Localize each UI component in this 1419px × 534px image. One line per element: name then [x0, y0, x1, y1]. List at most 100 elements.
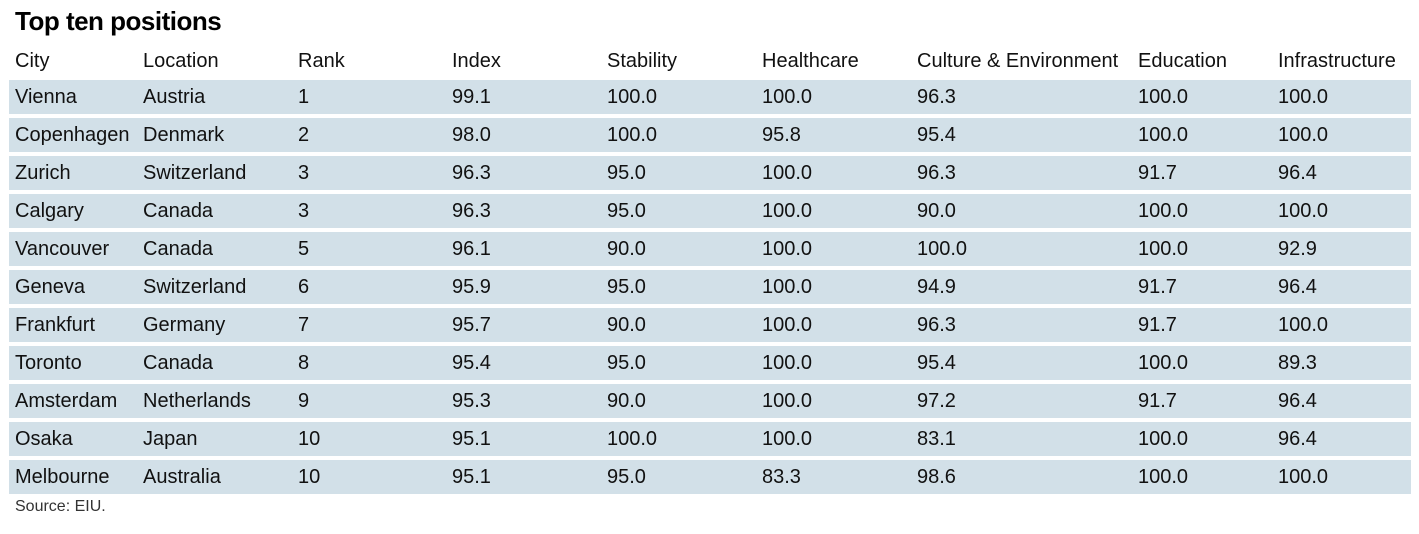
cell-culture-environment: 100.0 [911, 232, 1132, 266]
cell-education: 91.7 [1132, 270, 1272, 304]
column-header-healthcare: Healthcare [762, 49, 859, 72]
cell-infrastructure: 100.0 [1272, 308, 1411, 342]
column-header-culture-environment: Culture & Environment [917, 49, 1119, 72]
column-header-infrastructure: Infrastructure [1278, 49, 1396, 72]
cell-healthcare: 100.0 [756, 156, 911, 190]
cell-index: 95.7 [446, 308, 601, 342]
cell-location: Germany [137, 308, 292, 342]
cell-city: Copenhagen [9, 118, 137, 152]
cell-index: 95.1 [446, 422, 601, 456]
cell-location: Austria [137, 80, 292, 114]
table-body: Vienna Austria 1 99.1 100.0 100.0 96.3 100.0 100… [9, 80, 1411, 494]
cell-education: 100.0 [1132, 422, 1272, 456]
table-row: Melbourne Australia 10 95.1 95.0 83.3 98.6 100.… [9, 460, 1411, 494]
cell-rank: 8 [292, 346, 446, 380]
cell-infrastructure: 96.4 [1272, 270, 1411, 304]
cell-index: 96.1 [446, 232, 601, 266]
table-row: Copenhagen Denmark 2 98.0 100.0 95.8 95.4 100.0… [9, 118, 1411, 152]
column-header-location: Location [143, 49, 219, 72]
cell-infrastructure: 100.0 [1272, 194, 1411, 228]
cell-infrastructure: 100.0 [1272, 460, 1411, 494]
cell-stability: 95.0 [601, 156, 756, 190]
cell-education: 91.7 [1132, 156, 1272, 190]
cell-culture-environment: 95.4 [911, 118, 1132, 152]
cell-index: 99.1 [446, 80, 601, 114]
cell-infrastructure: 100.0 [1272, 118, 1411, 152]
cell-rank: 9 [292, 384, 446, 418]
cell-infrastructure: 100.0 [1272, 80, 1411, 114]
cell-city: Osaka [9, 422, 137, 456]
cell-location: Switzerland [137, 156, 292, 190]
table-row: Vienna Austria 1 99.1 100.0 100.0 96.3 100.0 100… [9, 80, 1411, 114]
column-header-stability: Stability [607, 49, 678, 72]
cell-culture-environment: 96.3 [911, 308, 1132, 342]
cell-index: 98.0 [446, 118, 601, 152]
cell-healthcare: 95.8 [756, 118, 911, 152]
table-row: Vancouver Canada 5 96.1 90.0 100.0 100.0 100.0 9… [9, 232, 1411, 266]
table-row: Geneva Switzerland 6 95.9 95.0 100.0 94.9 91.7 9… [9, 270, 1411, 304]
cell-healthcare: 100.0 [756, 384, 911, 418]
cell-index: 95.1 [446, 460, 601, 494]
cell-city: Melbourne [9, 460, 137, 494]
cell-index: 95.3 [446, 384, 601, 418]
source-note: Source: EIU. [15, 498, 106, 515]
cell-culture-environment: 95.4 [911, 346, 1132, 380]
cell-location: Canada [137, 232, 292, 266]
cell-index: 96.3 [446, 156, 601, 190]
cell-culture-environment: 97.2 [911, 384, 1132, 418]
cell-education: 100.0 [1132, 80, 1272, 114]
cell-rank: 7 [292, 308, 446, 342]
table-row: Osaka Japan 10 95.1 100.0 100.0 83.1 100.0 96.4 [9, 422, 1411, 456]
table-row: Toronto Canada 8 95.4 95.0 100.0 95.4 100.0 89.3 [9, 346, 1411, 380]
cell-stability: 100.0 [601, 80, 756, 114]
cell-index: 96.3 [446, 194, 601, 228]
column-header-index: Index [452, 49, 501, 72]
cell-education: 91.7 [1132, 308, 1272, 342]
rankings-table: City Location Rank Index Stability Healthcare… [9, 42, 1411, 498]
cell-culture-environment: 96.3 [911, 156, 1132, 190]
cell-location: Canada [137, 194, 292, 228]
cell-healthcare: 100.0 [756, 422, 911, 456]
cell-infrastructure: 96.4 [1272, 422, 1411, 456]
cell-rank: 10 [292, 422, 446, 456]
cell-healthcare: 100.0 [756, 80, 911, 114]
cell-culture-environment: 94.9 [911, 270, 1132, 304]
cell-stability: 95.0 [601, 194, 756, 228]
cell-healthcare: 83.3 [756, 460, 911, 494]
cell-education: 91.7 [1132, 384, 1272, 418]
header-row: City Location Rank Index Stability Healthcare… [9, 46, 1411, 76]
cell-city: Amsterdam [9, 384, 137, 418]
cell-healthcare: 100.0 [756, 308, 911, 342]
cell-rank: 3 [292, 194, 446, 228]
cell-rank: 5 [292, 232, 446, 266]
cell-rank: 1 [292, 80, 446, 114]
cell-education: 100.0 [1132, 118, 1272, 152]
cell-culture-environment: 83.1 [911, 422, 1132, 456]
cell-location: Canada [137, 346, 292, 380]
cell-rank: 3 [292, 156, 446, 190]
cell-culture-environment: 90.0 [911, 194, 1132, 228]
cell-city: Toronto [9, 346, 137, 380]
table-row: Calgary Canada 3 96.3 95.0 100.0 90.0 100.0 100.… [9, 194, 1411, 228]
cell-city: Vancouver [9, 232, 137, 266]
table-row: Zurich Switzerland 3 96.3 95.0 100.0 96.3 91.7 9… [9, 156, 1411, 190]
table-title: Top ten positions [15, 6, 222, 36]
cell-infrastructure: 96.4 [1272, 156, 1411, 190]
cell-stability: 100.0 [601, 422, 756, 456]
cell-rank: 10 [292, 460, 446, 494]
cell-index: 95.9 [446, 270, 601, 304]
cell-rank: 2 [292, 118, 446, 152]
cell-stability: 90.0 [601, 384, 756, 418]
cell-infrastructure: 96.4 [1272, 384, 1411, 418]
cell-education: 100.0 [1132, 194, 1272, 228]
cell-stability: 90.0 [601, 232, 756, 266]
cell-city: Calgary [9, 194, 137, 228]
cell-location: Japan [137, 422, 292, 456]
cell-location: Denmark [137, 118, 292, 152]
cell-stability: 100.0 [601, 118, 756, 152]
cell-stability: 95.0 [601, 270, 756, 304]
cell-healthcare: 100.0 [756, 194, 911, 228]
cell-education: 100.0 [1132, 346, 1272, 380]
cell-location: Switzerland [137, 270, 292, 304]
cell-stability: 95.0 [601, 346, 756, 380]
